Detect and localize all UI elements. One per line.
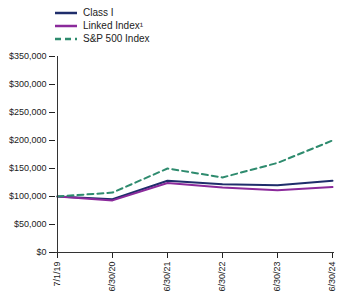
svg-text:$250,000: $250,000 — [9, 107, 47, 117]
svg-text:6/30/23: 6/30/23 — [272, 262, 282, 292]
svg-text:7/1/19: 7/1/19 — [52, 262, 62, 287]
svg-text:6/30/24: 6/30/24 — [327, 262, 337, 292]
svg-text:$0: $0 — [36, 247, 46, 257]
svg-text:6/30/20: 6/30/20 — [107, 262, 117, 292]
svg-text:$100,000: $100,000 — [9, 191, 47, 201]
html-text:Linked Index¹: Linked Index¹ — [83, 20, 143, 31]
svg-text:$350,000: $350,000 — [9, 51, 47, 61]
svg-text:6/30/22: 6/30/22 — [217, 262, 227, 292]
svg-text:$300,000: $300,000 — [9, 79, 47, 89]
html-text:S&P 500 Index: S&P 500 Index — [83, 33, 150, 44]
svg-text:6/30/21: 6/30/21 — [162, 262, 172, 292]
svg-text:$200,000: $200,000 — [9, 135, 47, 145]
svg-text:$50,000: $50,000 — [14, 219, 47, 229]
html-text:Class I: Class I — [83, 7, 114, 18]
svg-text:$150,000: $150,000 — [9, 163, 47, 173]
